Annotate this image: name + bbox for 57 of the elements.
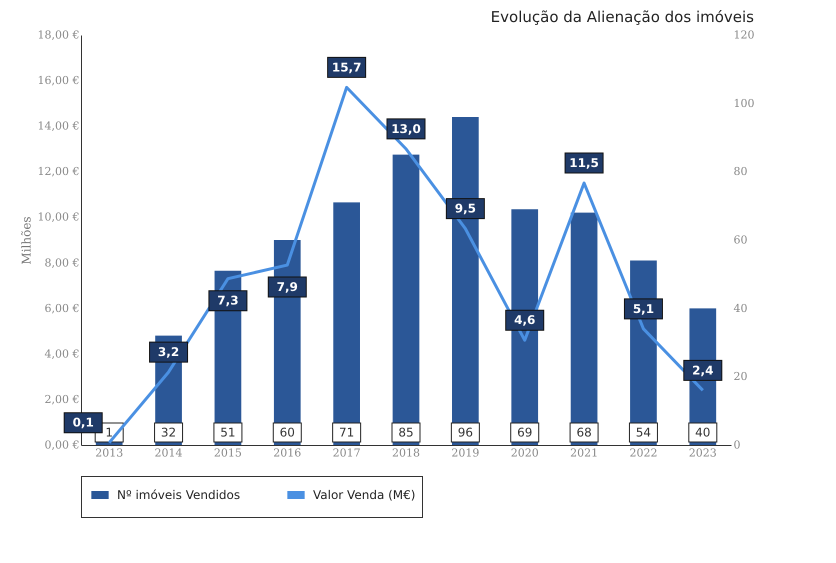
data-label: 96 xyxy=(458,426,473,440)
y2-tick-label: 40 xyxy=(734,302,748,315)
y2-tick-label: 60 xyxy=(734,234,748,246)
legend-label: Nº imóveis Vendidos xyxy=(117,488,240,502)
y-tick-label: 8,00 € xyxy=(44,256,80,270)
y2-tick-label: 80 xyxy=(734,165,748,178)
x-tick-label: 2018 xyxy=(392,446,420,460)
y2-tick-label: 0 xyxy=(734,438,740,452)
y-tick-label: 2,00 € xyxy=(44,392,80,406)
y2-tick-label: 20 xyxy=(734,370,748,384)
y-tick-label: 4,00 € xyxy=(44,347,80,360)
y-tick-label: 6,00 € xyxy=(44,302,80,315)
data-label: 0,1 xyxy=(72,416,94,430)
bar xyxy=(570,212,598,445)
data-label: 4,6 xyxy=(514,313,536,328)
bar xyxy=(333,202,360,445)
y-axis-title: Milhões xyxy=(20,216,34,265)
data-label: 2,4 xyxy=(692,363,714,378)
x-tick-label: 2014 xyxy=(154,446,183,460)
data-label: 5,1 xyxy=(632,302,654,316)
data-label: 68 xyxy=(576,426,592,440)
x-tick-label: 2021 xyxy=(570,446,598,460)
x-tick-label: 2013 xyxy=(95,446,124,460)
data-label: 11,5 xyxy=(569,156,599,170)
chart-title: Evolução da Alienação dos imóveis xyxy=(490,8,754,26)
bar xyxy=(392,154,420,445)
y2-tick-label: 120 xyxy=(734,28,754,42)
y-tick-label: 0,00 € xyxy=(44,438,80,452)
y-tick-label: 16,00 € xyxy=(38,74,80,88)
y-tick-label: 12,00 € xyxy=(38,165,80,178)
y-tick-label: 10,00 € xyxy=(38,210,80,224)
data-label: 60 xyxy=(280,426,295,440)
data-label: 69 xyxy=(517,426,532,440)
data-label: 51 xyxy=(220,426,236,440)
x-tick-label: 2022 xyxy=(629,446,658,460)
y-tick-label: 18,00 € xyxy=(38,28,80,42)
x-tick-label: 2015 xyxy=(214,446,242,460)
data-label: 40 xyxy=(695,426,710,440)
data-label: 7,3 xyxy=(217,294,239,308)
data-label: 71 xyxy=(339,426,354,440)
x-tick-label: 2019 xyxy=(451,446,480,460)
data-label: 7,9 xyxy=(276,280,298,294)
data-label: 54 xyxy=(636,426,652,440)
data-label: 13,0 xyxy=(391,122,421,136)
data-label: 32 xyxy=(160,426,176,440)
y-tick-label: 14,00 € xyxy=(38,120,80,133)
data-label: 9,5 xyxy=(454,202,476,216)
y2-tick-label: 100 xyxy=(734,96,754,110)
x-tick-label: 2020 xyxy=(510,446,539,460)
data-label: 85 xyxy=(398,426,414,440)
x-tick-label: 2016 xyxy=(273,446,302,460)
x-tick-label: 2017 xyxy=(332,446,361,460)
data-label: 1 xyxy=(105,426,114,440)
x-tick-label: 2023 xyxy=(688,446,717,460)
data-label: 3,2 xyxy=(158,345,180,360)
legend-label: Valor Venda (M€) xyxy=(313,488,416,502)
data-label: 15,7 xyxy=(332,60,362,74)
